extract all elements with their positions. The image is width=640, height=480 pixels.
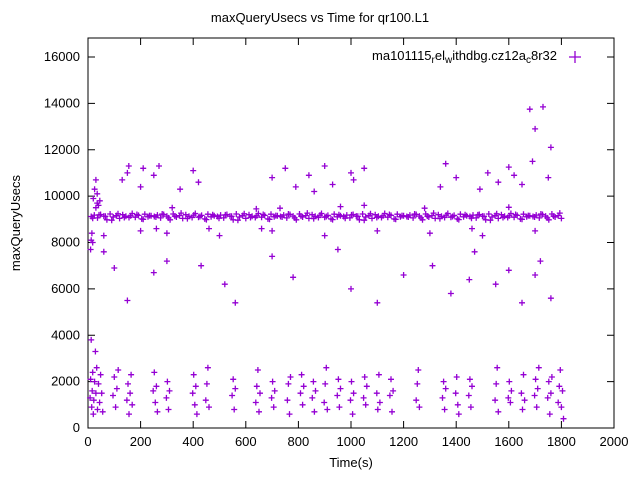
x-axis-label: Time(s) xyxy=(329,455,373,470)
legend-label: ma101115relwithdbg.cz12ac8r32 xyxy=(0,48,557,66)
legend-text-segment: ithdbg.cz12a xyxy=(452,48,526,63)
legend-text-segment: w xyxy=(445,55,453,66)
x-tick-label: 1200 xyxy=(389,434,418,449)
y-tick-label: 16000 xyxy=(44,49,80,64)
legend-text-segment: r xyxy=(431,55,435,66)
legend-text-segment: 8r32 xyxy=(530,48,557,63)
y-tick-label: 2000 xyxy=(51,374,80,389)
legend-text-segment: ma101115 xyxy=(372,48,432,63)
x-tick-label: 1400 xyxy=(442,434,471,449)
x-tick-label: 2000 xyxy=(600,434,629,449)
x-tick-label: 400 xyxy=(182,434,204,449)
x-tick-label: 600 xyxy=(235,434,257,449)
y-tick-label: 6000 xyxy=(51,281,80,296)
x-tick-label: 1600 xyxy=(494,434,523,449)
legend-text-segment: el xyxy=(434,48,445,63)
y-tick-label: 4000 xyxy=(51,327,80,342)
legend-text-segment: c xyxy=(525,55,531,66)
x-tick-label: 0 xyxy=(84,434,91,449)
x-tick-label: 1800 xyxy=(547,434,576,449)
y-tick-label: 8000 xyxy=(51,235,80,250)
chart-title: maxQueryUsecs vs Time for qr100.L1 xyxy=(210,10,430,25)
y-tick-label: 12000 xyxy=(44,142,80,157)
x-tick-label: 800 xyxy=(288,434,310,449)
scatter-points xyxy=(87,103,567,422)
x-tick-label: 200 xyxy=(130,434,152,449)
y-tick-label: 0 xyxy=(73,420,80,435)
y-tick-label: 10000 xyxy=(44,188,80,203)
x-tick-label: 1000 xyxy=(337,434,366,449)
legend-marker xyxy=(569,51,581,63)
y-tick-label: 14000 xyxy=(44,95,80,110)
